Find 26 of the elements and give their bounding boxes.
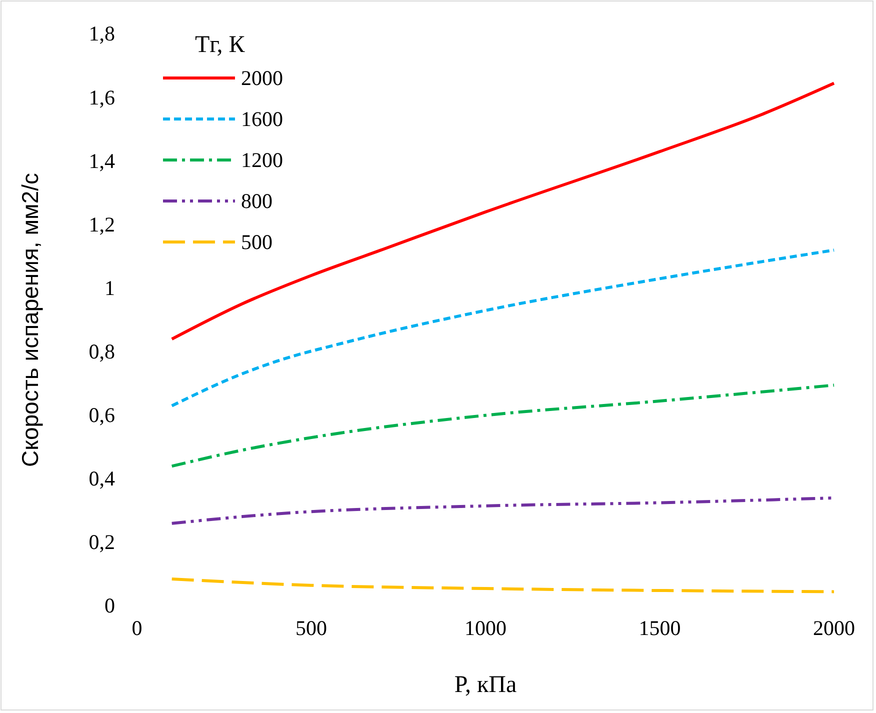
y-tick-label: 1,8 [88, 22, 115, 46]
y-tick-label: 1,6 [88, 85, 115, 110]
y-tick-label: 0,6 [88, 403, 115, 428]
y-tick-label: 0,4 [88, 466, 116, 491]
y-tick-label: 0,2 [88, 530, 115, 554]
legend-label: 1600 [241, 107, 283, 131]
y-tick-label: 1 [104, 276, 115, 300]
y-axis-title: Скорость испарения, мм2/с [17, 173, 43, 467]
x-tick-label: 2000 [813, 616, 855, 640]
x-tick-label: 500 [296, 616, 327, 640]
x-tick-label: 0 [132, 616, 142, 640]
x-tick-label: 1000 [464, 616, 506, 640]
y-tick-label: 0,8 [88, 340, 115, 364]
x-axis-title: P, кПа [454, 672, 518, 698]
line-series [170, 384, 836, 468]
y-tick-label: 0 [104, 594, 115, 618]
line-series [170, 248, 836, 408]
y-tick-label: 1,2 [88, 212, 115, 236]
legend-label: 2000 [241, 66, 283, 90]
line-series [170, 577, 836, 594]
legend-label: 500 [241, 230, 272, 254]
legend-label: 800 [241, 189, 272, 213]
legend-label: 1200 [241, 148, 283, 172]
x-tick-label: 1500 [638, 616, 681, 640]
y-tick-label: 1,4 [88, 148, 116, 173]
legend-title: Тг, К [195, 32, 246, 58]
